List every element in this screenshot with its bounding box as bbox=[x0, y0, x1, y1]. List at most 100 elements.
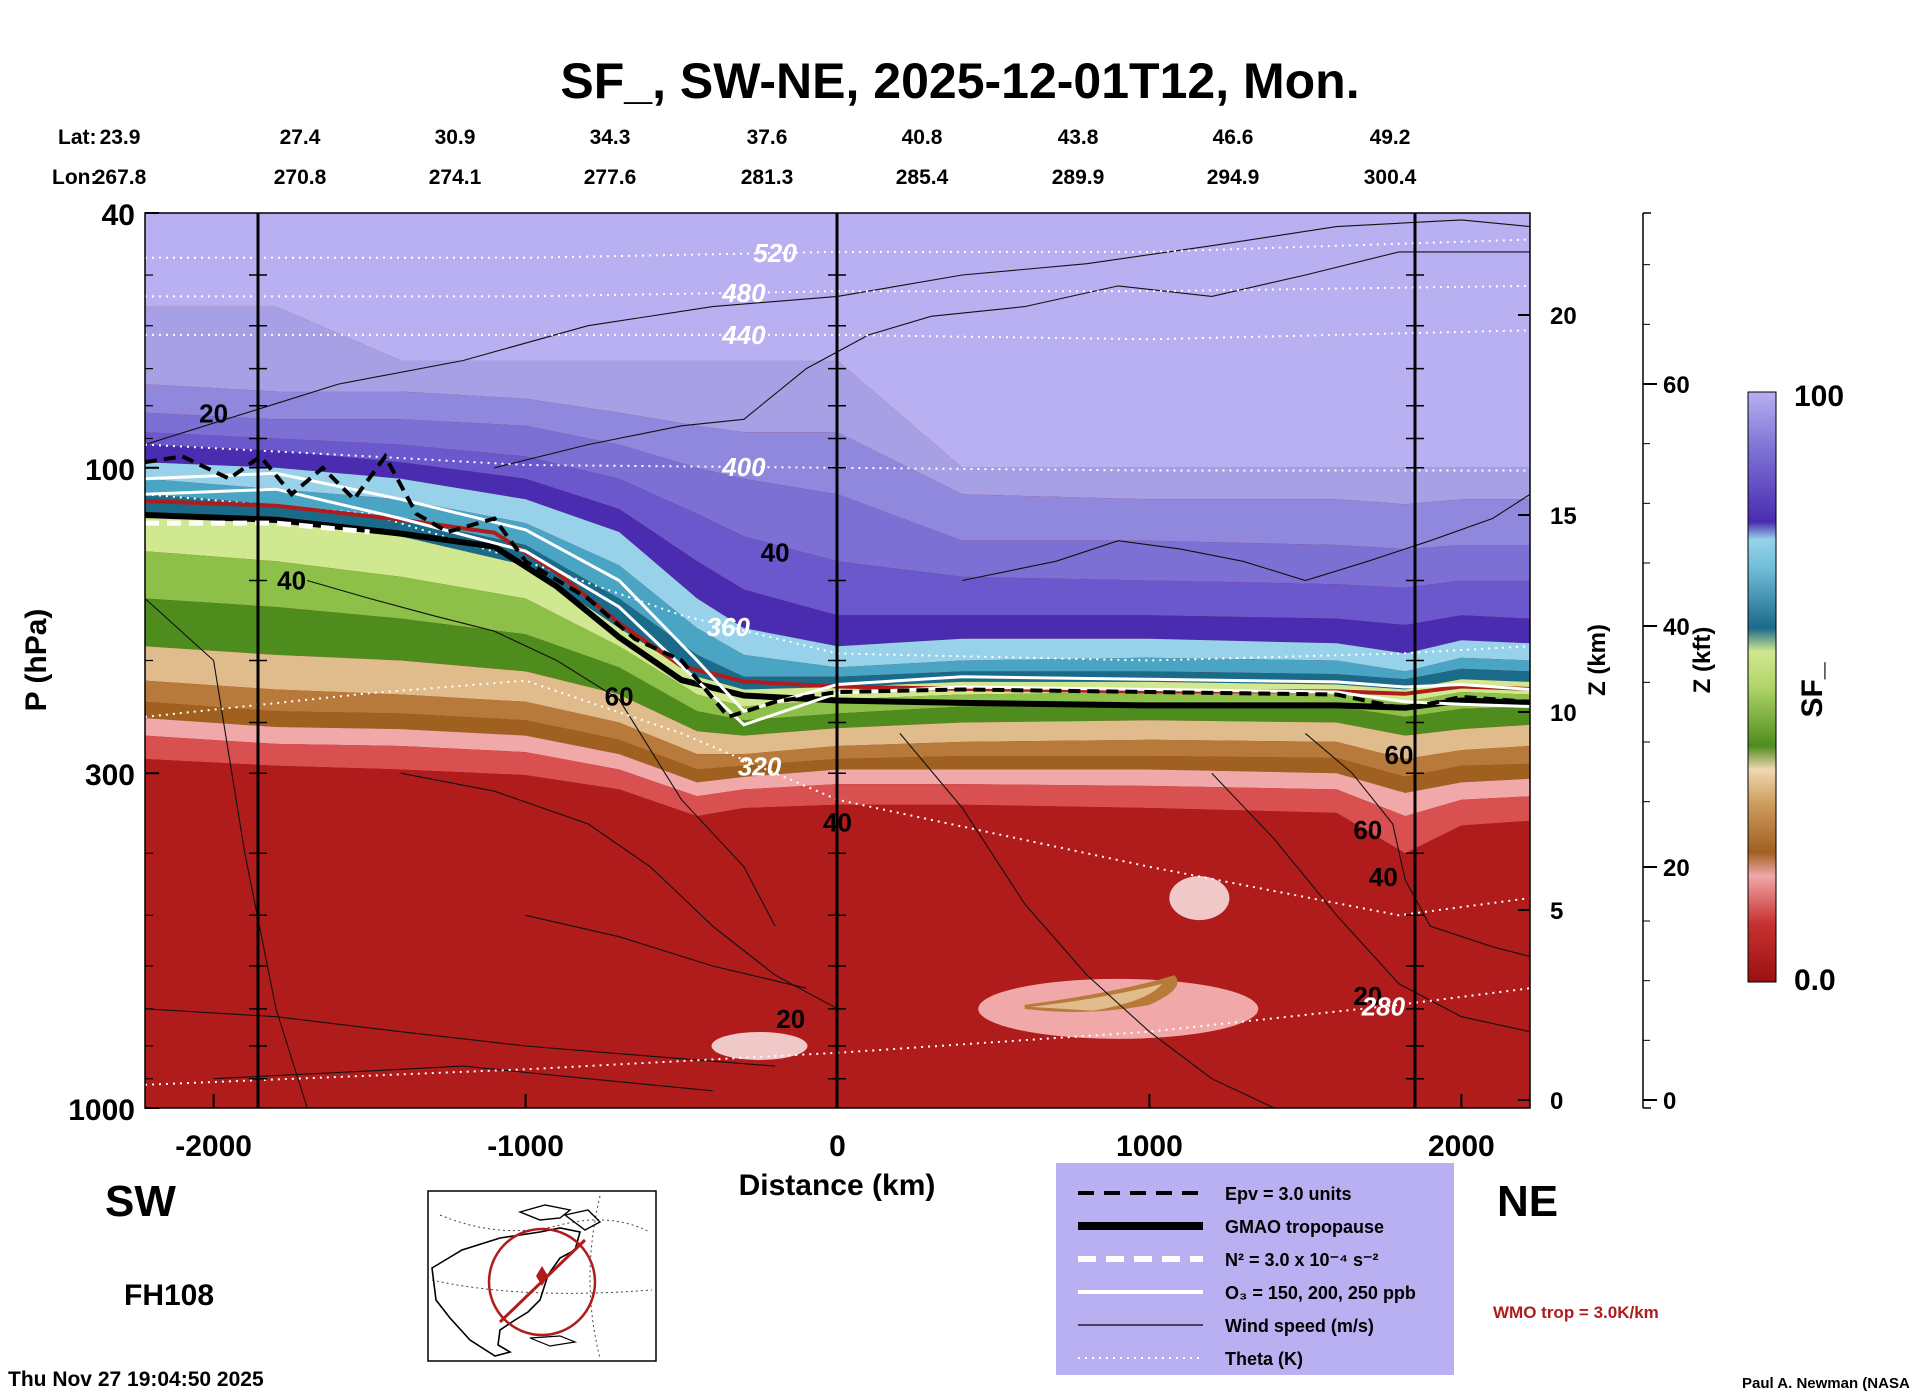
legend-label: GMAO tropopause bbox=[1225, 1217, 1384, 1237]
wind-contour bbox=[899, 733, 1275, 1108]
timestamp: Thu Nov 27 19:04:50 2025 bbox=[8, 1368, 264, 1391]
wind-speed-label: 40 bbox=[1369, 862, 1398, 892]
sw-label: SW bbox=[105, 1177, 176, 1226]
wind-contour bbox=[145, 219, 1530, 446]
y-tick-label: 100 bbox=[85, 454, 135, 487]
theta-label: 480 bbox=[721, 278, 766, 308]
wind-contour bbox=[213, 1065, 713, 1092]
sf-feature bbox=[1030, 983, 1162, 1011]
colorbar-min-label: 0.0 bbox=[1794, 964, 1836, 997]
sf-band bbox=[145, 646, 1530, 759]
z-kft-tick-label: 0 bbox=[1663, 1088, 1676, 1115]
z-km-tick-label: 20 bbox=[1550, 303, 1577, 330]
lon-value: 294.9 bbox=[1207, 166, 1260, 189]
lat-value: 40.8 bbox=[902, 126, 943, 149]
inset-map bbox=[427, 1190, 657, 1362]
x-tick-label: -1000 bbox=[487, 1130, 564, 1163]
wind-contour bbox=[1211, 772, 1530, 1033]
theta-contours: 520 480 440 400 360 320 280 bbox=[145, 238, 1530, 1086]
plot-area: 20406040204060604020 5204804404003603202… bbox=[145, 213, 1530, 1108]
lon-value: 274.1 bbox=[429, 166, 482, 189]
theta-contour bbox=[145, 493, 1530, 662]
sf-feature bbox=[1169, 876, 1230, 921]
theta-label: 320 bbox=[738, 752, 782, 782]
lon-value: 281.3 bbox=[741, 166, 794, 189]
wind-contour bbox=[400, 772, 838, 1010]
z-km-tick-label: 5 bbox=[1550, 898, 1563, 925]
wind-contour bbox=[962, 493, 1530, 582]
sf-features bbox=[711, 876, 1259, 1060]
lat-value: 23.9 bbox=[100, 126, 141, 149]
wind-speed-label: 40 bbox=[277, 566, 306, 596]
y-tick-label: 300 bbox=[85, 759, 135, 792]
sf-band bbox=[145, 462, 1530, 672]
lat-value: 34.3 bbox=[590, 126, 631, 149]
lon-value: 270.8 bbox=[274, 166, 327, 189]
colorbar bbox=[1747, 391, 1777, 983]
lat-value: 46.6 bbox=[1213, 126, 1254, 149]
theta-label: 280 bbox=[1361, 992, 1406, 1022]
lat-value: 43.8 bbox=[1058, 126, 1099, 149]
forecast-hour: FH108 bbox=[124, 1279, 214, 1312]
y-axis-label: P (hPa) bbox=[20, 609, 53, 712]
lon-value: 289.9 bbox=[1052, 166, 1105, 189]
colorbar-max-label: 100 bbox=[1794, 380, 1844, 413]
lat-lon-values: 23.9 27.4 30.9 34.3 37.6 40.8 43.8 46.6 49.2 267.… bbox=[94, 126, 1417, 189]
theta-label: 440 bbox=[721, 320, 766, 350]
x-axis-label: Distance (km) bbox=[739, 1169, 936, 1202]
colorbar-title: SF_ bbox=[1796, 662, 1829, 717]
lat-value: 30.9 bbox=[435, 126, 476, 149]
wind-speed-label: 40 bbox=[761, 537, 790, 567]
sf-band bbox=[145, 718, 1530, 817]
wind-contour bbox=[145, 1008, 776, 1067]
lon-value: 285.4 bbox=[896, 166, 949, 189]
lon-label: Lon: bbox=[52, 166, 97, 189]
y-tick-label: 1000 bbox=[68, 1094, 135, 1127]
theta-contour bbox=[145, 238, 1530, 259]
sf-band bbox=[145, 444, 1530, 654]
lon-value: 267.8 bbox=[94, 166, 147, 189]
wind-speed-contours: 20406040204060604020 bbox=[145, 219, 1530, 1108]
z-km-tick-label: 10 bbox=[1550, 700, 1577, 727]
z-km-tick-label: 0 bbox=[1550, 1088, 1563, 1115]
z-kft-tick-label: 60 bbox=[1663, 372, 1690, 399]
legend-label: Epv = 3.0 units bbox=[1225, 1184, 1352, 1204]
z-kft-tick-label: 40 bbox=[1663, 614, 1690, 641]
credit: Paul A. Newman (NASA bbox=[1742, 1375, 1910, 1392]
x-tick-label: 0 bbox=[829, 1130, 846, 1163]
sf-feature bbox=[1024, 975, 1178, 1012]
vertical-marker-ticks bbox=[249, 274, 1424, 1080]
gmao-tropopause-line bbox=[145, 512, 1530, 711]
y-tick-label: 40 bbox=[102, 199, 135, 232]
z-kft-axis-label: Z (kft) bbox=[1689, 627, 1716, 694]
sf-band bbox=[145, 680, 1530, 777]
z-kft-axis: 0 20 40 60 bbox=[1642, 212, 1690, 1115]
x-tick-label: 1000 bbox=[1116, 1130, 1183, 1163]
x-tick-label: 2000 bbox=[1428, 1130, 1495, 1163]
wind-speed-label: 20 bbox=[199, 399, 228, 429]
theta-contour bbox=[145, 679, 1530, 917]
legend-label: O₃ = 150, 200, 250 ppb bbox=[1225, 1283, 1416, 1303]
wind-contour bbox=[1305, 732, 1530, 958]
legend: Epv = 3.0 units GMAO tropopause N² = 3.0 x… bbox=[1056, 1163, 1454, 1375]
tropopause-lines bbox=[145, 452, 1530, 727]
wind-speed-label: 20 bbox=[1353, 981, 1382, 1011]
legend-label: Theta (K) bbox=[1225, 1349, 1303, 1369]
legend-label: Wind speed (m/s) bbox=[1225, 1316, 1374, 1336]
sf-band bbox=[145, 701, 1530, 793]
lat-value: 49.2 bbox=[1370, 126, 1411, 149]
wind-contour bbox=[525, 914, 807, 989]
lat-value: 37.6 bbox=[747, 126, 788, 149]
sf-feature bbox=[711, 1031, 808, 1060]
theta-contour bbox=[145, 329, 1530, 341]
wind-speed-label: 60 bbox=[1353, 815, 1382, 845]
wind-speed-label: 20 bbox=[776, 1004, 805, 1034]
wind-contour bbox=[307, 579, 776, 927]
wind-speed-label: 60 bbox=[1385, 740, 1414, 770]
lon-value: 300.4 bbox=[1364, 166, 1417, 189]
lat-label: Lat: bbox=[58, 126, 97, 149]
z-kft-tick-label: 20 bbox=[1663, 855, 1690, 882]
wind-speed-label: 60 bbox=[605, 681, 634, 711]
